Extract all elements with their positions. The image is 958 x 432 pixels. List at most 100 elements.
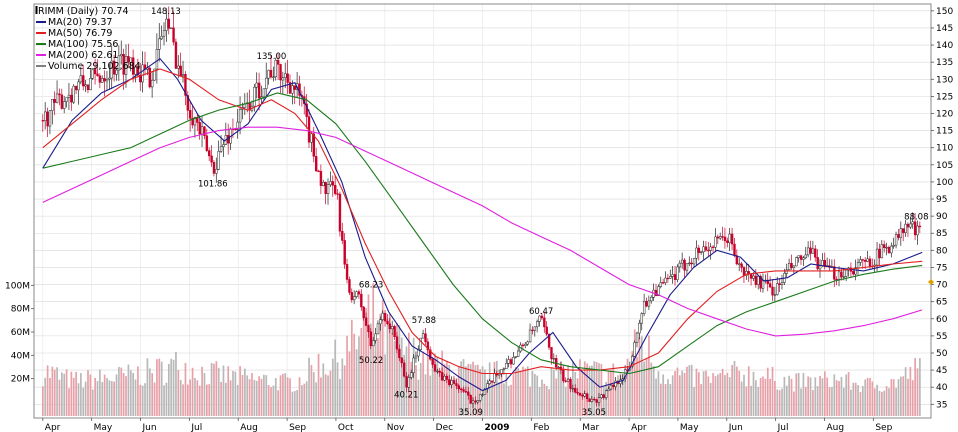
candle-body xyxy=(314,156,318,172)
volume-bar xyxy=(310,365,313,416)
candle-body xyxy=(574,388,577,393)
volume-bar xyxy=(883,390,886,416)
volume-bar xyxy=(579,359,581,416)
volume-bar xyxy=(263,374,265,416)
candle-body xyxy=(564,380,567,382)
candle-body xyxy=(276,59,280,65)
volume-bar xyxy=(160,361,163,416)
volume-bar xyxy=(476,364,479,416)
candle-body xyxy=(424,333,427,343)
candle-body xyxy=(880,244,884,259)
candle-body xyxy=(768,283,772,288)
candle-body xyxy=(792,265,796,268)
volume-bar xyxy=(429,375,432,416)
volume-bar xyxy=(455,377,458,416)
volume-bar xyxy=(365,308,367,416)
candle-body xyxy=(455,383,458,386)
candle-body xyxy=(186,95,190,111)
volume-bar xyxy=(279,375,282,416)
volume-bar xyxy=(854,382,857,416)
candle-body xyxy=(885,247,888,249)
candle-body xyxy=(402,362,406,377)
volume-bar xyxy=(63,373,66,416)
candle-body xyxy=(780,282,784,285)
volume-bar xyxy=(533,373,536,416)
volume-bar xyxy=(709,382,712,416)
candle-body xyxy=(814,248,817,258)
candle-body xyxy=(642,301,646,314)
candle-body xyxy=(913,221,917,236)
volume-bar xyxy=(196,380,199,416)
volume-bar xyxy=(194,377,196,416)
volume-bar xyxy=(122,373,125,416)
volume-bar xyxy=(738,370,741,416)
volume-bar xyxy=(757,386,760,416)
volume-bar xyxy=(61,372,63,416)
candle-body xyxy=(474,400,477,403)
price-tick-label: 85 xyxy=(936,229,947,239)
volume-bar xyxy=(624,370,627,416)
volume-bar xyxy=(286,377,289,416)
candle-body xyxy=(369,331,373,347)
volume-bar xyxy=(312,372,315,416)
candle-body xyxy=(517,350,520,357)
volume-bar xyxy=(334,339,337,416)
volume-bar xyxy=(77,383,80,416)
candle-body xyxy=(697,247,701,253)
volume-bar xyxy=(514,366,517,416)
candle-body xyxy=(526,341,529,345)
volume-bar xyxy=(676,367,679,416)
candle-body xyxy=(528,329,532,343)
candle-body xyxy=(293,85,296,90)
volume-bar xyxy=(448,365,451,416)
volume-bar xyxy=(189,379,192,416)
volume-bar xyxy=(750,385,752,416)
volume-bar xyxy=(631,351,634,416)
candle-body xyxy=(65,97,68,102)
volume-bar xyxy=(588,365,591,416)
volume-bar xyxy=(156,359,158,416)
volume-bar xyxy=(82,387,85,416)
volume-bar xyxy=(293,391,296,416)
volume-bar xyxy=(586,363,588,416)
candle-body xyxy=(333,185,337,194)
price-tick-label: 50 xyxy=(936,349,948,359)
volume-bar xyxy=(914,358,916,416)
candle-body xyxy=(267,69,270,79)
volume-bar xyxy=(548,389,550,416)
candle-body xyxy=(360,293,363,308)
volume-bar xyxy=(96,380,99,416)
volume-bar xyxy=(638,337,641,416)
candle-body xyxy=(571,388,575,390)
volume-bar xyxy=(80,373,82,416)
volume-bar xyxy=(422,351,424,416)
volume-bar xyxy=(626,358,629,416)
volume-bar xyxy=(491,386,493,416)
candle-body xyxy=(262,88,266,98)
candle-body xyxy=(464,391,468,393)
volume-bar xyxy=(669,384,672,416)
candle-body xyxy=(859,259,862,263)
candle-body xyxy=(203,126,206,136)
price-tick-label: 95 xyxy=(936,195,947,205)
candle-body xyxy=(272,76,275,78)
volume-bar xyxy=(591,365,593,416)
candle-body xyxy=(692,258,696,265)
last-price-diamond xyxy=(928,279,934,286)
volume-bar xyxy=(788,375,791,416)
price-tick-label: 115 xyxy=(936,127,953,137)
date-tick-label: Apr xyxy=(631,423,647,432)
ma-line-ma20 xyxy=(42,57,923,392)
volume-bar xyxy=(360,327,363,416)
candle-body xyxy=(443,376,446,381)
volume-bar xyxy=(182,384,184,416)
price-tick-label: 65 xyxy=(936,298,947,308)
volume-bar xyxy=(137,366,139,416)
candle-body xyxy=(208,150,211,157)
candle-body xyxy=(165,18,168,31)
date-tick-label: May xyxy=(680,423,699,432)
volume-bar xyxy=(113,381,115,416)
candle-body xyxy=(740,263,743,268)
volume-bar xyxy=(282,373,284,416)
volume-bar xyxy=(755,380,757,416)
